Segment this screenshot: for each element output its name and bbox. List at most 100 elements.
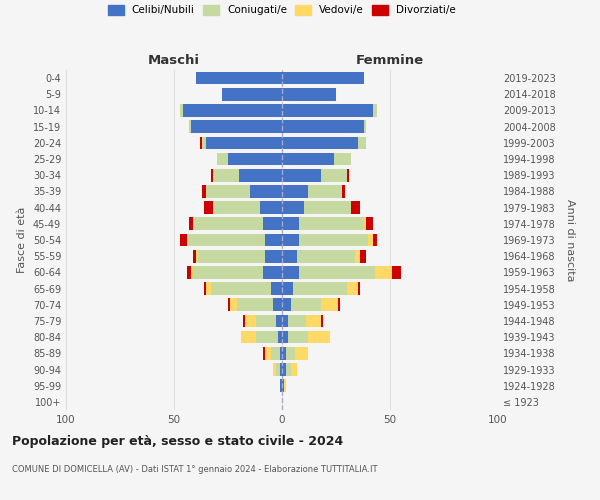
Bar [193,218,263,230]
Bar [304,202,351,214]
Bar [260,202,282,214]
Bar [196,250,198,262]
Bar [299,234,368,246]
Bar [308,185,343,198]
Bar [189,120,191,133]
Bar [392,266,401,278]
Bar [343,185,344,198]
Bar [230,298,236,311]
Bar [202,136,206,149]
Bar [263,266,282,278]
Bar [200,136,202,149]
Bar [256,314,275,328]
Bar [321,314,323,328]
Bar [204,202,213,214]
Bar [355,250,360,262]
Bar [280,380,282,392]
Bar [282,282,293,295]
Bar [275,314,282,328]
Bar [211,282,271,295]
Bar [306,314,321,328]
Bar [211,169,213,181]
Bar [375,266,392,278]
Bar [282,347,286,360]
Bar [245,314,256,328]
Bar [265,234,282,246]
Y-axis label: Fasce di età: Fasce di età [17,207,27,273]
Bar [282,298,290,311]
Text: Popolazione per età, sesso e stato civile - 2024: Popolazione per età, sesso e stato civil… [12,435,343,448]
Bar [295,347,308,360]
Bar [181,234,187,246]
Bar [217,152,228,166]
Bar [373,234,377,246]
Bar [364,120,366,133]
Bar [191,120,282,133]
Bar [202,185,206,198]
Bar [263,218,282,230]
Bar [280,347,282,360]
Bar [282,363,286,376]
Bar [282,380,284,392]
Bar [293,282,347,295]
Bar [282,104,373,117]
Bar [243,314,245,328]
Bar [347,282,358,295]
Bar [284,380,286,392]
Bar [241,331,256,344]
Bar [282,234,299,246]
Bar [282,88,336,101]
Bar [181,104,182,117]
Bar [290,363,297,376]
Bar [351,202,360,214]
Bar [213,169,239,181]
Bar [368,234,373,246]
Bar [282,250,297,262]
Bar [193,250,196,262]
Bar [204,282,206,295]
Bar [286,363,290,376]
Bar [290,298,321,311]
Bar [189,218,193,230]
Bar [271,282,282,295]
Bar [334,152,351,166]
Bar [338,298,340,311]
Bar [282,202,304,214]
Bar [282,331,289,344]
Bar [289,314,306,328]
Bar [182,104,282,117]
Bar [274,298,282,311]
Text: Femmine: Femmine [356,54,424,68]
Bar [282,120,364,133]
Text: Maschi: Maschi [148,54,200,68]
Bar [358,282,360,295]
Bar [265,250,282,262]
Text: COMUNE DI DOMICELLA (AV) - Dati ISTAT 1° gennaio 2024 - Elaborazione TUTTITALIA.: COMUNE DI DOMICELLA (AV) - Dati ISTAT 1°… [12,465,377,474]
Bar [364,218,366,230]
Bar [280,363,282,376]
Bar [263,347,265,360]
Bar [198,250,265,262]
Bar [282,136,358,149]
Bar [282,185,308,198]
Bar [193,266,263,278]
Bar [358,136,366,149]
Bar [373,104,377,117]
Bar [278,331,282,344]
Bar [297,250,355,262]
Bar [265,347,271,360]
Bar [239,169,282,181]
Bar [228,298,230,311]
Bar [221,88,282,101]
Legend: Celibi/Nubili, Coniugati/e, Vedovi/e, Divorziati/e: Celibi/Nubili, Coniugati/e, Vedovi/e, Di… [108,5,456,15]
Bar [282,169,321,181]
Bar [366,218,373,230]
Bar [206,136,282,149]
Bar [282,72,364,85]
Bar [196,72,282,85]
Bar [347,169,349,181]
Bar [299,266,375,278]
Bar [308,331,329,344]
Bar [236,298,274,311]
Bar [250,185,282,198]
